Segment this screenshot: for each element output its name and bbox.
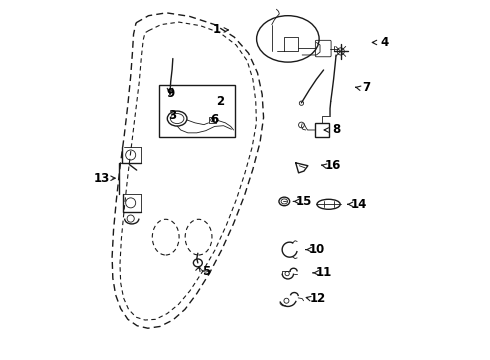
- Text: 13: 13: [94, 172, 110, 185]
- FancyArrowPatch shape: [129, 165, 137, 170]
- Text: 5: 5: [201, 265, 210, 278]
- Text: 2: 2: [216, 95, 224, 108]
- Text: 12: 12: [310, 292, 326, 305]
- Text: 8: 8: [332, 123, 340, 136]
- Text: 9: 9: [167, 87, 175, 100]
- Text: 14: 14: [350, 198, 367, 211]
- Text: 16: 16: [324, 159, 341, 172]
- Text: 4: 4: [380, 36, 389, 49]
- Text: 6: 6: [211, 113, 219, 126]
- Text: 7: 7: [363, 81, 370, 94]
- Text: 1: 1: [212, 23, 220, 36]
- Text: 11: 11: [316, 266, 332, 279]
- Text: 10: 10: [308, 243, 324, 256]
- Text: 15: 15: [296, 195, 312, 208]
- Text: 3: 3: [168, 109, 176, 122]
